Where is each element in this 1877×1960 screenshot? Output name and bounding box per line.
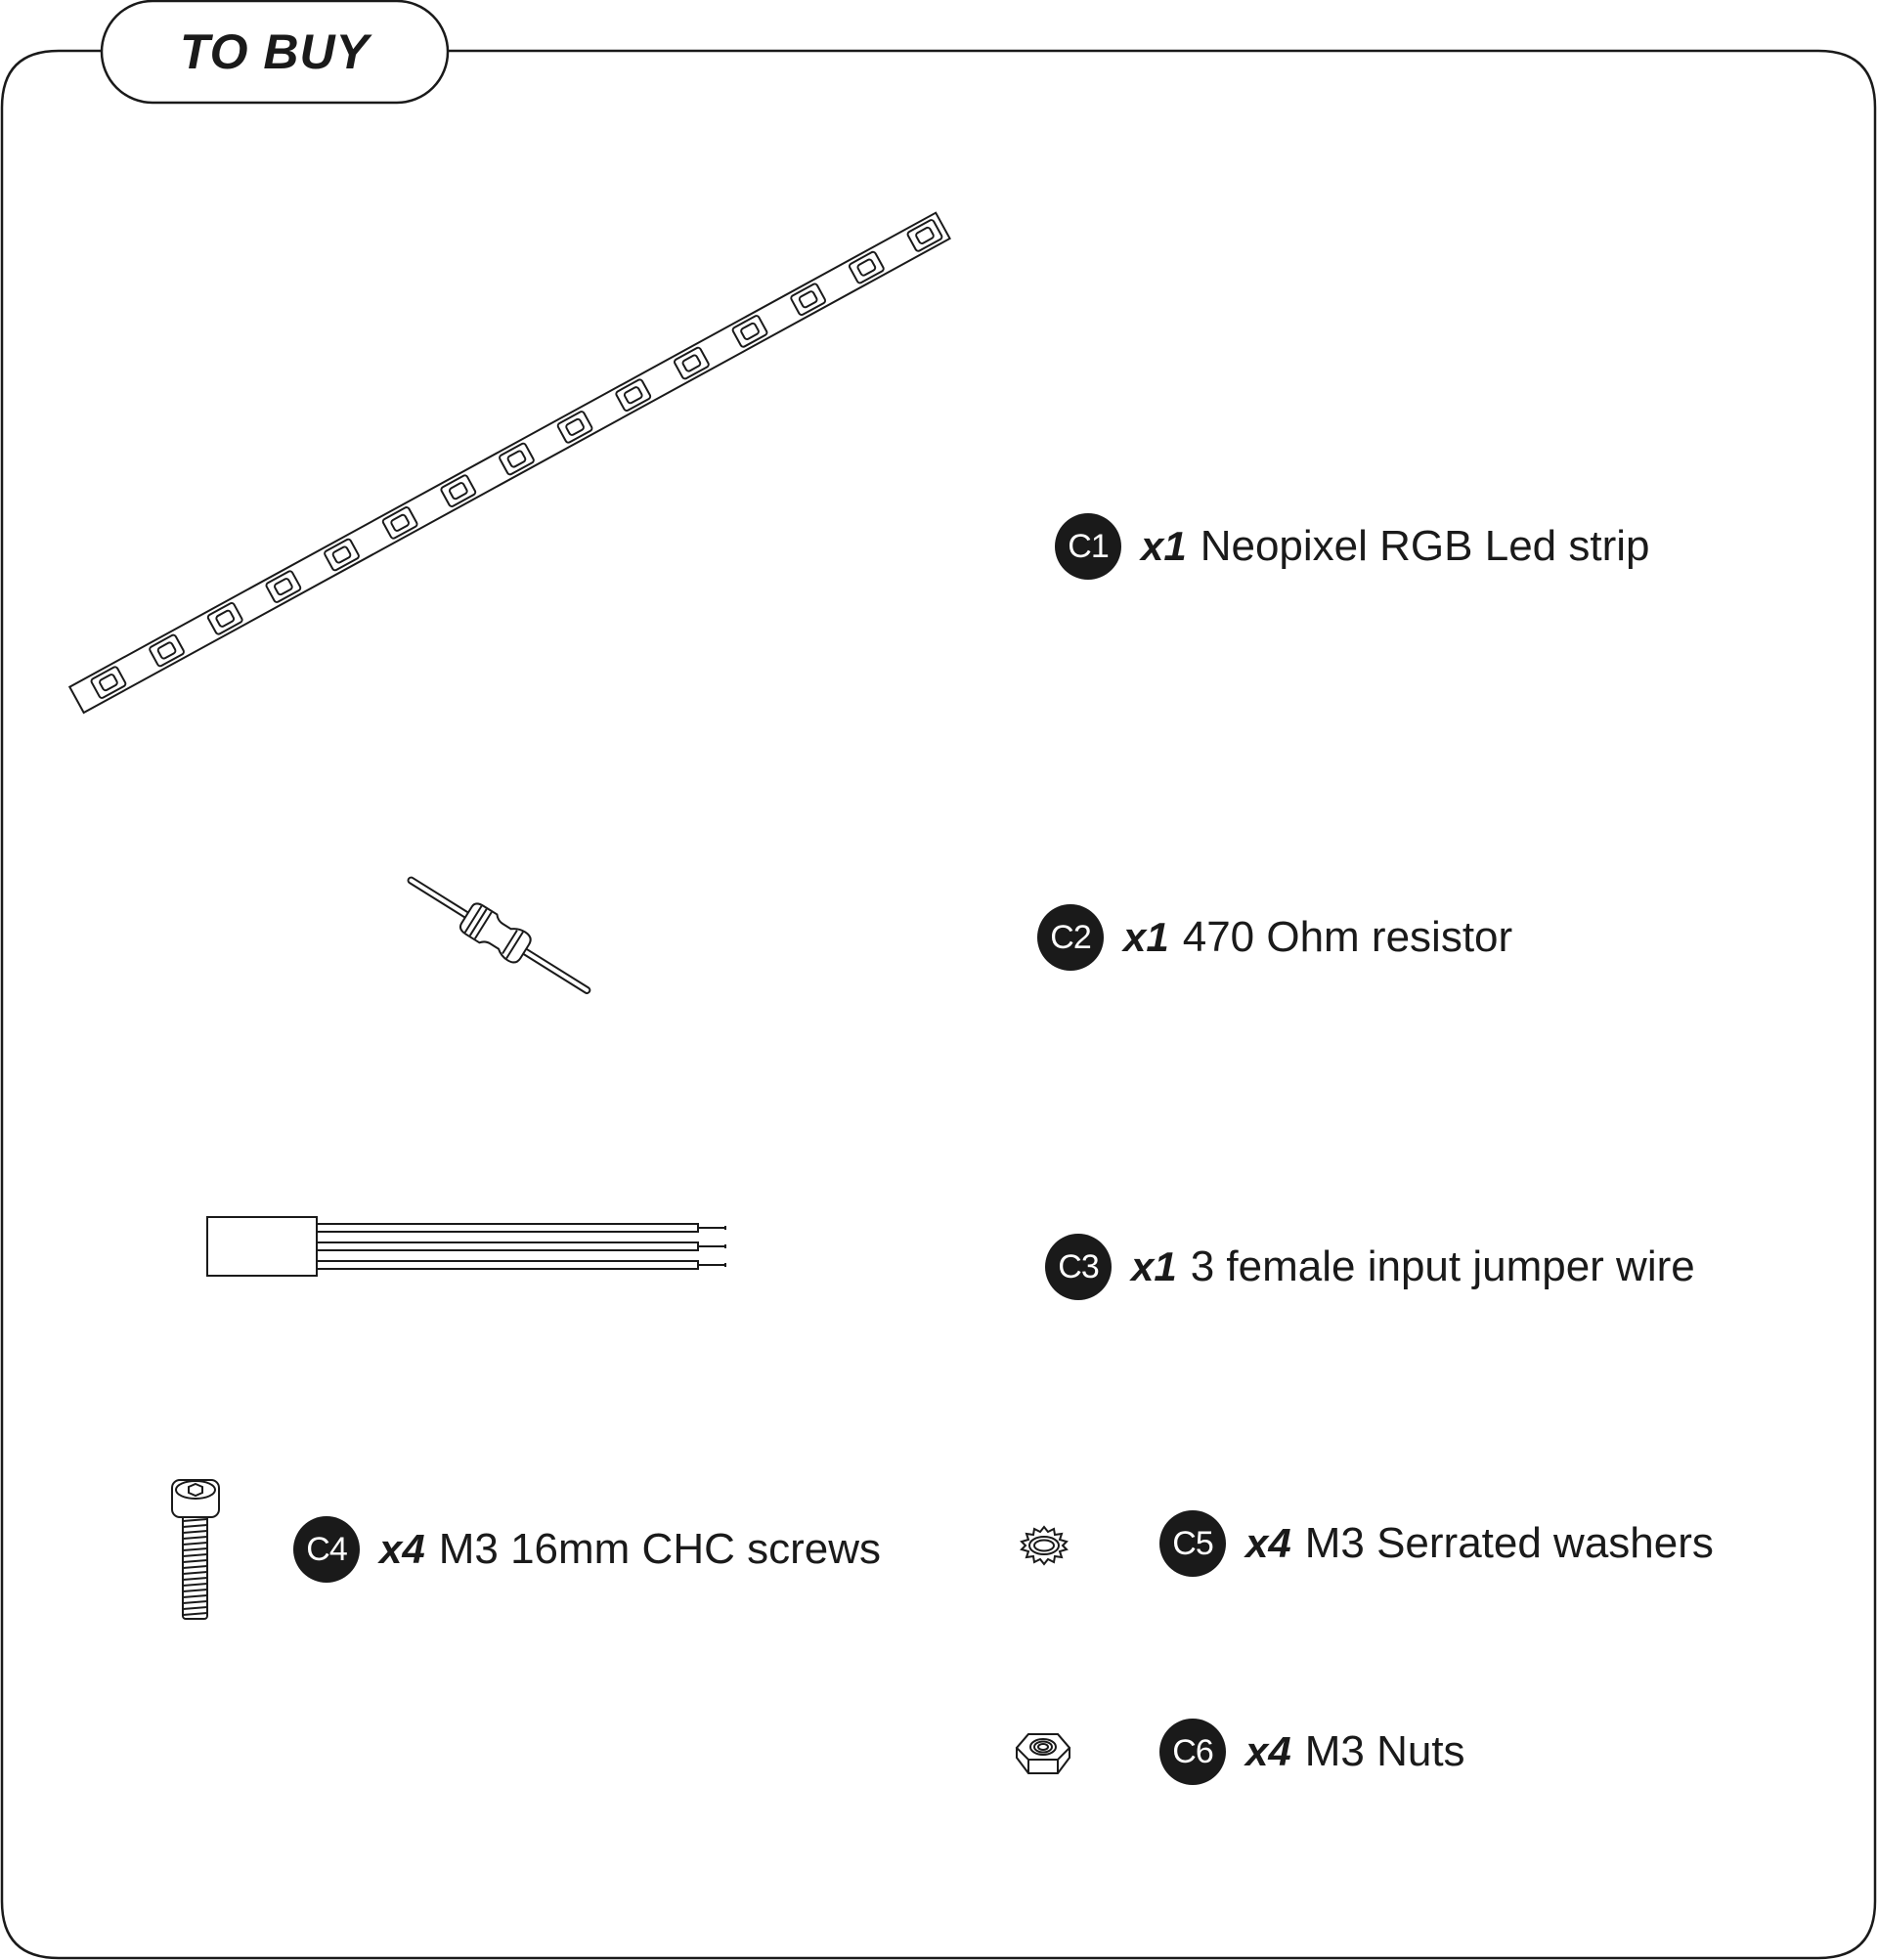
part-row-c5: C5 x4 M3 Serrated washers [1159,1510,1714,1577]
serrated-washer-icon [1020,1525,1069,1566]
section-title-tab: TO BUY [102,1,448,103]
part-description: M3 16mm CHC screws [438,1525,881,1573]
part-code-badge: C2 [1037,904,1104,971]
part-row-c3: C3 x1 3 female input jumper wire [1045,1234,1695,1300]
part-code-badge: C5 [1159,1510,1226,1577]
part-code-badge: C1 [1055,513,1121,580]
resistor-icon [407,876,591,994]
part-description: 470 Ohm resistor [1182,913,1513,961]
part-description: M3 Nuts [1304,1727,1465,1775]
jumper-wire-icon [206,1216,726,1277]
hex-nut-icon [1015,1733,1071,1774]
part-code-badge: C6 [1159,1719,1226,1785]
part-quantity: x1 [1131,1243,1177,1289]
part-quantity: x1 [1141,523,1187,569]
part-code-badge: C3 [1045,1234,1112,1300]
screw-icon [171,1479,220,1620]
section-title: TO BUY [180,24,370,79]
part-quantity: x4 [1245,1728,1291,1774]
part-row-c4: C4 x4 M3 16mm CHC screws [293,1516,881,1583]
part-row-c6: C6 x4 M3 Nuts [1159,1719,1465,1785]
part-description: M3 Serrated washers [1304,1519,1714,1567]
part-description: Neopixel RGB Led strip [1200,522,1650,570]
led-strip-icon [68,211,951,715]
part-quantity: x4 [1245,1520,1291,1566]
part-quantity: x4 [379,1526,425,1572]
part-row-c2: C2 x1 470 Ohm resistor [1037,904,1512,971]
part-description: 3 female input jumper wire [1190,1242,1695,1290]
part-quantity: x1 [1123,914,1169,960]
part-row-c1: C1 x1 Neopixel RGB Led strip [1055,513,1649,580]
part-code-badge: C4 [293,1516,360,1583]
